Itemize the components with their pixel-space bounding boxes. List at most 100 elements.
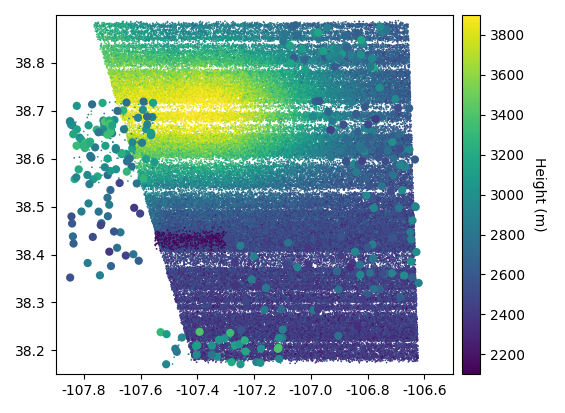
Point — [231, 333, 240, 339]
Point — [329, 226, 338, 233]
Point — [240, 69, 249, 75]
Point — [110, 88, 119, 95]
Point — [232, 211, 241, 217]
Point — [409, 337, 418, 343]
Point — [110, 85, 119, 92]
Point — [257, 91, 266, 98]
Point — [154, 178, 163, 185]
Point — [275, 336, 284, 342]
Point — [389, 73, 398, 79]
Point — [210, 277, 219, 284]
Point — [321, 316, 331, 322]
Point — [266, 314, 275, 320]
Point — [247, 147, 256, 153]
Point — [255, 213, 264, 219]
Point — [339, 180, 348, 187]
Point — [402, 341, 411, 348]
Point — [295, 286, 305, 292]
Point — [252, 213, 261, 219]
Point — [386, 286, 396, 292]
Point — [379, 76, 388, 83]
Point — [224, 83, 233, 90]
Point — [409, 258, 418, 264]
Point — [401, 185, 410, 192]
Point — [140, 149, 149, 156]
Point — [291, 204, 300, 211]
Point — [318, 155, 327, 162]
Point — [336, 233, 345, 240]
Point — [325, 79, 334, 86]
Point — [402, 283, 411, 290]
Point — [253, 311, 262, 318]
Point — [303, 333, 312, 339]
Point — [167, 62, 176, 68]
Point — [323, 202, 332, 208]
Point — [171, 244, 180, 251]
Point — [179, 67, 188, 74]
Point — [209, 235, 218, 242]
Point — [240, 169, 249, 176]
Point — [338, 51, 347, 57]
Point — [263, 285, 272, 291]
Point — [318, 320, 327, 327]
Point — [275, 284, 284, 290]
Point — [142, 70, 151, 76]
Point — [222, 163, 231, 170]
Point — [385, 290, 394, 297]
Point — [249, 306, 258, 312]
Point — [212, 204, 221, 210]
Point — [247, 331, 256, 338]
Point — [208, 68, 218, 75]
Point — [402, 200, 411, 207]
Point — [260, 283, 269, 290]
Point — [260, 343, 269, 350]
Point — [298, 164, 307, 170]
Point — [285, 273, 294, 279]
Point — [295, 306, 304, 312]
Point — [388, 236, 397, 242]
Point — [353, 138, 362, 145]
Point — [392, 29, 401, 36]
Point — [121, 32, 131, 38]
Point — [358, 211, 367, 218]
Point — [400, 92, 409, 98]
Point — [282, 311, 292, 317]
Point — [340, 36, 349, 43]
Point — [208, 350, 218, 356]
Point — [245, 242, 254, 248]
Point — [380, 239, 389, 245]
Point — [338, 133, 347, 140]
Point — [325, 90, 334, 96]
Point — [167, 91, 176, 98]
Point — [397, 235, 406, 241]
Point — [338, 334, 347, 340]
Point — [328, 242, 337, 248]
Point — [151, 209, 160, 216]
Point — [333, 176, 342, 183]
Point — [405, 206, 414, 213]
Point — [253, 289, 262, 296]
Point — [203, 246, 212, 252]
Point — [175, 126, 184, 133]
Point — [171, 253, 180, 259]
Point — [204, 297, 213, 303]
Point — [406, 221, 415, 228]
Point — [180, 317, 189, 324]
Point — [316, 284, 325, 290]
Point — [216, 299, 225, 306]
Point — [381, 146, 390, 153]
Point — [235, 203, 244, 210]
Point — [332, 30, 341, 36]
Point — [359, 280, 368, 286]
Point — [193, 335, 202, 341]
Point — [310, 89, 319, 95]
Point — [203, 66, 212, 73]
Point — [337, 324, 346, 331]
Point — [234, 134, 244, 141]
Point — [315, 227, 324, 233]
Point — [318, 332, 327, 339]
Point — [363, 138, 372, 145]
Point — [289, 68, 298, 75]
Point — [364, 103, 373, 110]
Point — [346, 331, 355, 338]
